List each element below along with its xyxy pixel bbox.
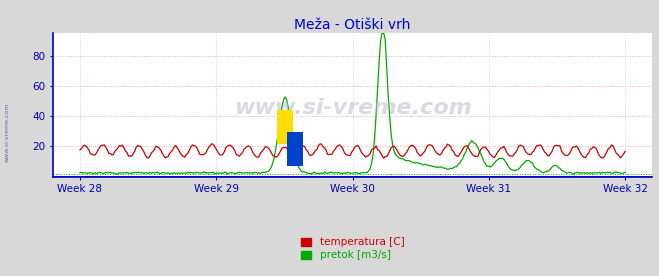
Legend: temperatura [C], pretok [m3/s]: temperatura [C], pretok [m3/s] [301,237,405,261]
Text: www.si-vreme.com: www.si-vreme.com [234,98,471,118]
Title: Meža - Otiški vrh: Meža - Otiški vrh [295,18,411,32]
Text: www.si-vreme.com: www.si-vreme.com [5,103,10,162]
